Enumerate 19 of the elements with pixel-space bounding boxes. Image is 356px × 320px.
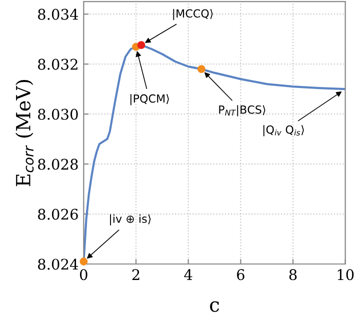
x-tick-label: 4 <box>184 269 192 280</box>
y-tick-label: 8.028 <box>38 158 78 170</box>
annotation: |PQCM⟩ <box>130 94 169 106</box>
y-tick-label: 8.026 <box>38 208 78 220</box>
x-tick-label: 10 <box>338 269 354 280</box>
annotation: |MCCQ⟩ <box>173 8 213 20</box>
x-tick-label: 2 <box>132 269 140 280</box>
annotation: P$_{NT}$|BCS⟩ <box>219 105 266 116</box>
y-tick-label: 8.034 <box>38 8 78 20</box>
x-tick-label: 0 <box>80 269 88 280</box>
x-tick-label: 6 <box>236 269 244 280</box>
x-tick-label: 8 <box>289 269 297 280</box>
y-axis-title: E$_{corr}$ (MeV) <box>15 80 34 186</box>
y-tick-label: 8.030 <box>38 108 78 120</box>
y-tick-label: 8.032 <box>38 58 78 70</box>
annotation: |Q$_{iv}$ Q$_{is}$⟩ <box>263 125 304 136</box>
x-axis-title: c <box>210 301 220 312</box>
annotation: |iv ⊕ is⟩ <box>110 214 151 226</box>
y-tick-label: 8.024 <box>38 258 78 270</box>
